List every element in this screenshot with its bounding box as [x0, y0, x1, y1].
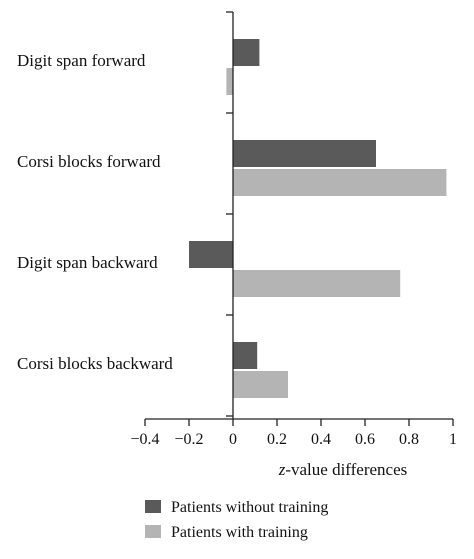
- bar-with-training-2: [233, 169, 447, 196]
- x-axis-label-italic: z: [278, 460, 286, 479]
- legend-label-with-training: Patients with training: [171, 524, 308, 541]
- category-label: Digit span backward: [17, 253, 158, 272]
- legend-swatch-without-training: [145, 500, 161, 513]
- labels-layer: Digit span forward Corsi blocks forward Di…: [17, 51, 457, 479]
- bars-layer: [189, 39, 447, 398]
- x-axis-label-text: -value differences: [285, 460, 407, 479]
- legend-swatch-with-training: [145, 525, 161, 538]
- x-tick-label: −0.2: [174, 431, 203, 448]
- category-label: Corsi blocks backward: [17, 354, 173, 373]
- legend-label-without-training: Patients without training: [171, 499, 328, 516]
- x-tick-label: 0: [229, 431, 237, 448]
- x-axis-label: z-value differences: [278, 460, 408, 479]
- bar-without-training-4: [233, 342, 258, 369]
- bar-with-training-3: [233, 270, 401, 297]
- category-label: Digit span forward: [17, 51, 146, 70]
- x-tick-label: −0.4: [130, 431, 159, 448]
- x-tick-label: 1: [449, 431, 457, 448]
- bar-with-training-4: [233, 371, 288, 398]
- bar-without-training-3: [189, 241, 233, 268]
- bar-without-training-1: [233, 39, 260, 66]
- category-label: Corsi blocks forward: [17, 152, 161, 171]
- x-tick-label: 0.6: [355, 431, 375, 448]
- x-tick-label: 0.2: [267, 431, 287, 448]
- x-tick-label: 0.4: [311, 431, 331, 448]
- axis-layer: [144, 11, 454, 426]
- x-tick-label: 0.8: [399, 431, 419, 448]
- bar-without-training-2: [233, 140, 376, 167]
- bar-with-training-1: [226, 68, 233, 95]
- legend: Patients without training Patients with t…: [145, 499, 328, 541]
